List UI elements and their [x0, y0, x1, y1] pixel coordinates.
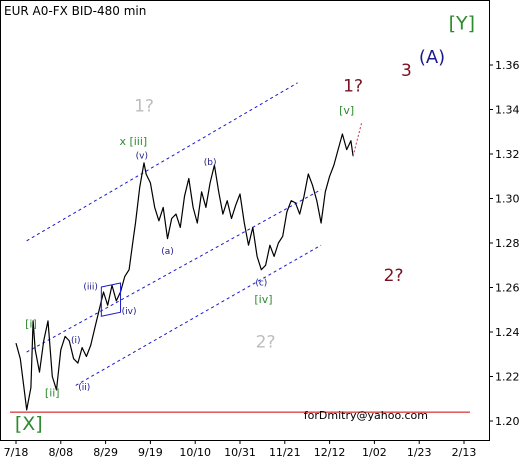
wave-label: [ii]: [45, 387, 60, 400]
chart-title: EUR A0-FX BID-480 min: [4, 4, 147, 18]
wave-label: (c): [255, 278, 267, 288]
wave-label: [v]: [339, 104, 354, 117]
wave-label: [X]: [15, 413, 43, 435]
x-tick-label: 11/21: [269, 446, 301, 459]
x-tick-label: 10/10: [179, 446, 211, 459]
y-tick-label: 1.22: [495, 371, 520, 384]
wave-label: 2?: [256, 333, 276, 353]
channel-line-1: [26, 82, 298, 242]
x-tick-label: 8/29: [93, 446, 118, 459]
y-tick-label: 1.24: [495, 326, 520, 339]
y-tick-label: 1.36: [495, 59, 520, 72]
y-tick-label: 1.32: [495, 148, 520, 161]
wave-label: (v): [136, 151, 148, 161]
watermark: forDmitry@yahoo.com: [304, 409, 428, 422]
x-tick-label: 1/02: [362, 446, 387, 459]
wave-label: [iv]: [254, 293, 272, 306]
channel-line-2: [26, 189, 322, 353]
wave-label: (i): [71, 336, 81, 346]
price-series-line: [15, 133, 354, 411]
wave-label: [i]: [25, 318, 37, 331]
wave-label: 1?: [343, 77, 363, 97]
wave-label: [Y]: [449, 12, 475, 34]
wave-label: (b): [204, 158, 217, 168]
wave-label: (ii): [78, 383, 90, 393]
wave-label: 2?: [384, 266, 404, 286]
wave-box: [100, 282, 122, 317]
x-tick-label: 2/13: [452, 446, 477, 459]
wave-label: (iii): [83, 283, 98, 293]
wave-label: (A): [419, 47, 445, 68]
wave-label: x [iii]: [119, 135, 147, 148]
projection-line: [352, 122, 363, 157]
wave-label: (a): [161, 247, 174, 257]
y-tick-label: 1.28: [495, 237, 520, 250]
x-tick-label: 7/18: [4, 446, 29, 459]
wave-label: 3: [401, 61, 412, 81]
plot-frame: [0, 0, 490, 441]
y-tick-label: 1.26: [495, 282, 520, 295]
wave-label: 1?: [134, 97, 154, 117]
wave-label: (iv): [122, 307, 137, 317]
x-tick-label: 12/12: [314, 446, 346, 459]
channel-line-3: [75, 244, 322, 386]
x-tick-label: 8/08: [48, 446, 73, 459]
x-tick-label: 1/23: [407, 446, 432, 459]
x-tick-label: 10/31: [224, 446, 256, 459]
y-tick-label: 1.30: [495, 193, 520, 206]
y-tick-label: 1.34: [495, 104, 520, 117]
y-tick-label: 1.20: [495, 415, 520, 428]
x-tick-label: 9/19: [138, 446, 163, 459]
